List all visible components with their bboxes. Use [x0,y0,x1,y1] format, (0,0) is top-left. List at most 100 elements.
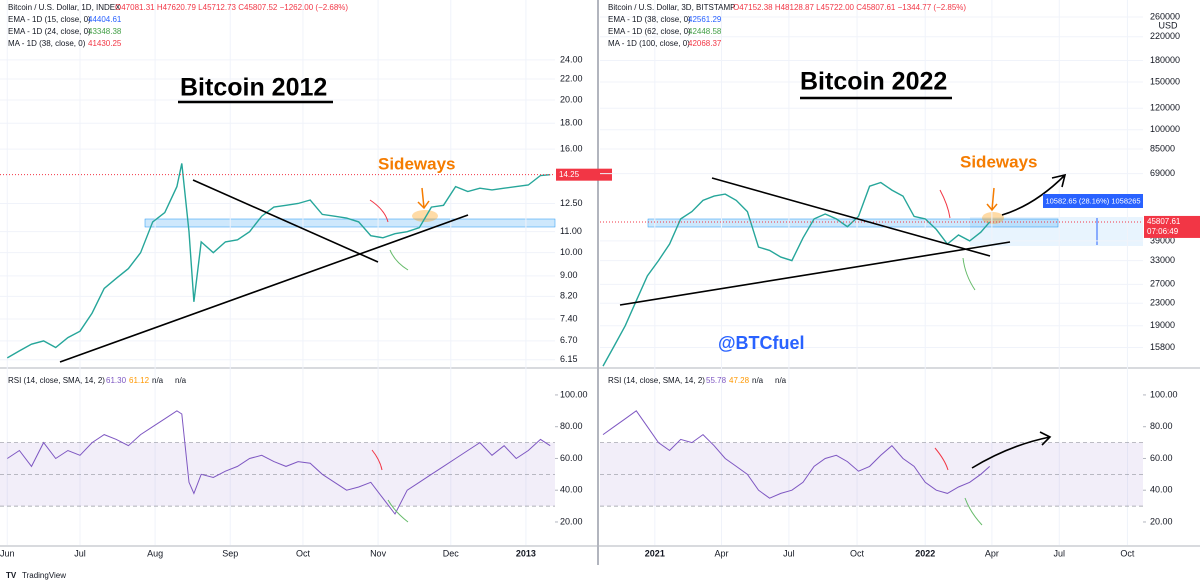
legend-value: 42561.29 [688,15,722,24]
x-tick-label: Oct [850,548,865,558]
y-tick-label: 33000 [1150,255,1175,265]
rsi-readout: n/a [775,376,787,385]
measure-label: 10582.65 (28.16%) 1058265 [1045,196,1140,205]
x-tick-label: Jun [0,548,15,558]
highlight [982,212,1004,224]
chart-title: Bitcoin 2022 [800,68,947,96]
y-tick-label: 220000 [1150,31,1180,41]
rsi-readout: 55.78 [706,376,727,385]
trend-line [711,177,991,257]
support-zone [144,218,556,228]
footer: TradingView [22,571,66,580]
rsi-tick-label: 100.00 [1150,389,1178,399]
y-tick-label: 180000 [1150,55,1180,65]
x-tick-label: Sep [222,548,238,558]
y-tick-label: 23000 [1150,298,1175,308]
x-tick-label: Nov [370,548,387,558]
x-tick-label: 2022 [915,548,935,558]
chart-title: Bitcoin 2012 [180,74,327,102]
trend-line [619,241,1011,306]
rsi-line [7,410,551,515]
y-tick-label: 100000 [1150,124,1180,134]
legend-ohlc: O47152.38 H48128.87 L45722.00 C45807.61 … [733,3,966,12]
y-tick-label: 11.00 [560,226,582,236]
x-tick-label: Jul [1054,548,1066,558]
rsi-line [602,410,991,499]
price-line [6,163,551,359]
y-tick-label: 120000 [1150,103,1180,113]
support-zone [647,218,1059,228]
last-price-label: 14.25 [559,170,580,179]
countdown: 07:06:49 [1147,227,1179,236]
x-tick-label: Apr [985,548,999,558]
rsi-tick-label: 20.00 [560,516,583,526]
rsi-readout: n/a [152,376,164,385]
trend-line [192,179,379,263]
legend-indicator: MA - 1D (38, close, 0) [8,39,86,48]
arrow [986,187,998,212]
y-tick-label: 19000 [1150,320,1175,330]
arrow [369,199,389,223]
rsi-tick-label: 60.00 [1150,453,1173,463]
legend-symbol: Bitcoin / U.S. Dollar, 1D, INDEX [8,3,121,12]
y-tick-label: 24.00 [560,54,583,64]
rsi-readout: n/a [175,376,187,385]
x-tick-label: 2013 [516,548,536,558]
rsi-tick-label: 80.00 [1150,421,1173,431]
legend-value: 42068.37 [688,39,722,48]
trend-line [59,214,469,363]
y-tick-label: 12.50 [560,198,583,208]
y-tick-label: 7.40 [560,313,578,323]
rsi-band [600,442,1143,507]
y-tick-label: 18.00 [560,118,583,128]
y-tick-label: 6.15 [560,354,578,364]
x-tick-label: Apr [714,548,728,558]
rsi-tick-label: 40.00 [560,485,583,495]
y-tick-label: 9.00 [560,270,578,280]
highlight [412,210,438,222]
arrow [371,449,383,471]
x-tick-label: Aug [147,548,163,558]
legend-indicator: EMA - 1D (38, close, 0) [608,15,691,24]
x-tick-label: 2021 [645,548,665,558]
rsi-tick-label: 60.00 [560,453,583,463]
y-tick-label: 22.00 [560,73,583,83]
legend-value: 41430.25 [88,39,122,48]
arrow [389,249,409,271]
price-line [602,181,991,367]
legend-value: 43348.38 [88,27,122,36]
last-price-box [1144,215,1200,238]
annotation: Sideways [960,152,1038,171]
rsi-label: RSI (14, close, SMA, 14, 2) [608,376,705,385]
rsi-tick-label: 20.00 [1150,516,1173,526]
rsi-tick-label: 100.00 [560,389,588,399]
y-tick-label: 16.00 [560,144,583,154]
x-tick-label: Oct [296,548,311,558]
legend-indicator: EMA - 1D (24, close, 0) [8,27,91,36]
measure-label-box [1043,194,1143,208]
y-tick-label: 8.20 [560,291,578,301]
arrow [387,499,409,523]
y-tick-label: 6.70 [560,335,578,345]
legend-symbol: Bitcoin / U.S. Dollar, 3D, BITSTAMP [608,3,735,12]
rsi-readout: n/a [752,376,764,385]
rsi-tick-label: 40.00 [1150,485,1173,495]
arrow [939,189,951,219]
y-tick-label: 20.00 [560,94,583,104]
legend-value: 42448.58 [688,27,722,36]
arrow [934,447,949,471]
rsi-readout: 47.28 [729,376,750,385]
rsi-readout: 61.12 [129,376,150,385]
arrow [971,431,1052,469]
x-tick-label: Dec [443,548,460,558]
currency: USD [1158,20,1178,30]
x-tick-label: Jul [74,548,86,558]
y-tick-label: 39000 [1150,235,1175,245]
legend-indicator: EMA - 1D (62, close, 0) [608,27,691,36]
y-tick-label: 69000 [1150,168,1175,178]
rsi-readout: 61.30 [106,376,127,385]
arrow [964,497,983,526]
last-price-label: 45807.61 [1147,217,1181,226]
